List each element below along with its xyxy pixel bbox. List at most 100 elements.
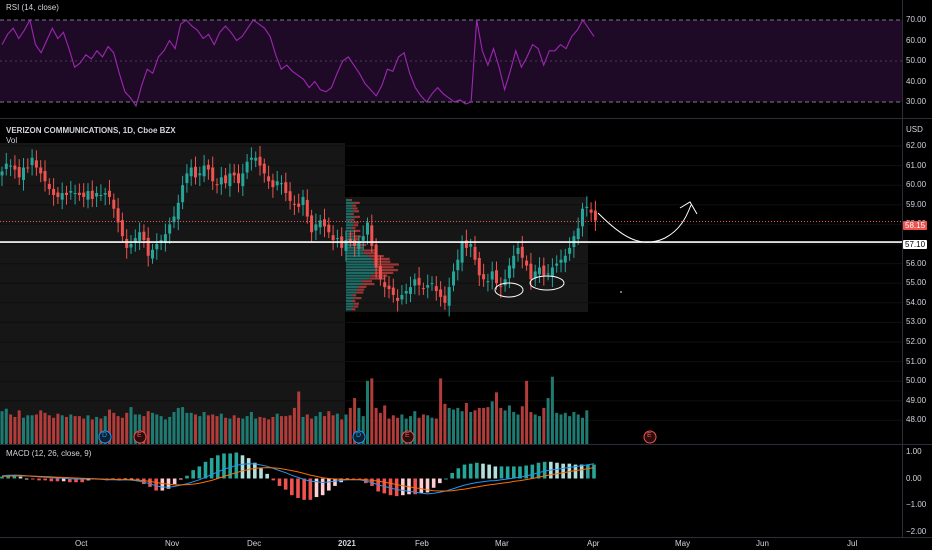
profile-bar-up (346, 302, 354, 305)
candle-body (151, 249, 154, 259)
candle-body (155, 244, 159, 250)
volume-bar (168, 416, 172, 444)
volume-bar (65, 416, 68, 444)
candle-body (211, 167, 215, 182)
candle-body (47, 183, 51, 190)
macd-histogram-bar (43, 478, 47, 481)
profile-bar-down (363, 252, 376, 255)
macd-histogram-bar (462, 464, 467, 479)
profile-bar-up (346, 280, 362, 283)
currency-label[interactable]: USD (906, 125, 923, 134)
profile-bar-up (346, 305, 354, 308)
macd-histogram-bar (148, 478, 152, 487)
candle-body (112, 199, 116, 209)
macd-histogram-bar (80, 478, 84, 483)
candle-body (271, 180, 275, 188)
volume-bar (245, 416, 249, 444)
pattern-ellipse (529, 275, 565, 291)
volume-bar (77, 416, 81, 444)
macd-histogram-bar (573, 464, 578, 479)
macd-histogram-bar (55, 478, 60, 482)
last-price-badge: 58.15 (903, 221, 928, 230)
macd-histogram-bar (401, 478, 405, 496)
profile-bar-up (346, 232, 351, 235)
macd-histogram-bar (586, 464, 590, 479)
candle-body (585, 206, 589, 208)
candle-body (120, 220, 124, 237)
volume-bar (421, 414, 425, 444)
macd-histogram-bar (290, 478, 294, 496)
volume-bar (133, 414, 137, 444)
volume-bar (348, 407, 352, 444)
candle-body (185, 173, 189, 184)
volume-bar (538, 416, 541, 444)
candle-body (65, 192, 68, 195)
volume-bar (90, 419, 94, 444)
candle-body (237, 173, 240, 184)
candle-body (361, 236, 365, 241)
macd-histogram-bar (31, 478, 35, 480)
candle-body (262, 163, 266, 174)
macd-tick-label: 1.00 (906, 447, 922, 456)
vol-label: Vol (6, 136, 18, 145)
profile-bar-up (346, 283, 364, 286)
volume-bar (292, 407, 296, 444)
macd-histogram-bar (314, 478, 319, 498)
volume-bar (512, 412, 516, 444)
event-marker-circle (643, 430, 657, 444)
time-tick-label: May (675, 539, 691, 548)
volume-bar (559, 414, 563, 444)
rsi-tick-label: 50.00 (906, 56, 927, 65)
price-tick-label: 60.00 (906, 180, 927, 190)
macd-histogram-bar (567, 463, 572, 479)
macd-tick-label: 0.00 (906, 473, 922, 483)
volume-bar (202, 412, 206, 444)
profile-bar-up (346, 227, 352, 230)
macd-histogram-bar (61, 478, 66, 482)
candle-body (314, 224, 318, 231)
volume-bar (391, 415, 395, 444)
rsi-tick-label: 60.00 (906, 35, 927, 45)
volume-bar (129, 407, 133, 444)
volume-bar (224, 417, 228, 444)
volume-bar (417, 417, 421, 444)
candle-body (284, 182, 288, 194)
candle-body (426, 285, 430, 288)
volume-bar (482, 407, 486, 444)
volume-bar (280, 416, 283, 444)
candle-body (60, 193, 64, 200)
candle-body (17, 167, 21, 178)
time-tick-label: Oct (75, 539, 88, 548)
profile-bar-down (369, 277, 386, 280)
volume-bar (155, 414, 159, 444)
event-marker-label: E (405, 432, 410, 439)
macd-histogram-bar (481, 463, 485, 479)
price-tick-label: 53.00 (906, 317, 927, 327)
macd-tick-label: −2.00 (906, 526, 927, 536)
candle-body (198, 173, 202, 176)
volume-bar (86, 415, 90, 444)
price-tick-label: 48.00 (906, 415, 927, 425)
event-marker-circle (98, 430, 112, 444)
volume-bar (241, 418, 245, 444)
profile-bar-up (346, 266, 375, 269)
volume-bar (533, 414, 537, 444)
candle-body (482, 274, 486, 280)
time-tick-label: Mar (495, 539, 509, 548)
macd-histogram-bar (12, 475, 17, 479)
candle-body (378, 265, 382, 280)
profile-bar-up (346, 243, 359, 246)
volume-bar (258, 416, 262, 444)
symbol-title[interactable]: VERIZON COMMUNICATIONS, 1D, Cboe BZX (6, 126, 176, 135)
profile-bar-down (372, 257, 390, 260)
candle-body (13, 165, 17, 170)
profile-bar-up (346, 207, 353, 210)
candle-body (39, 167, 43, 174)
profile-bar-down (353, 224, 359, 227)
volume-bar (288, 415, 292, 444)
projection-arrow-head (679, 201, 698, 215)
candle-body (30, 157, 34, 166)
profile-bar-down (351, 227, 356, 230)
candle-body (507, 265, 511, 279)
